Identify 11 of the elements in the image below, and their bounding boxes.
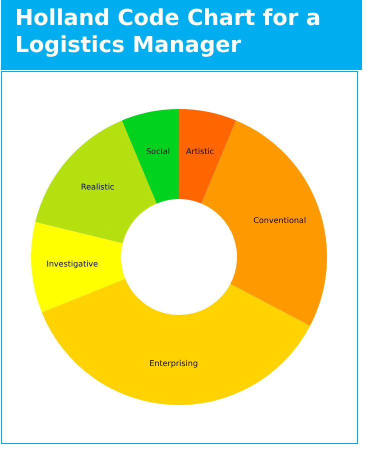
slice-label: Conventional	[253, 216, 306, 225]
slice-label: Social	[146, 147, 170, 156]
slice-label: Artistic	[186, 147, 214, 156]
slice-label: Realistic	[80, 182, 114, 192]
slice-label: Enterprising	[149, 358, 198, 368]
slice-label: Investigative	[46, 260, 98, 269]
donut-slice	[122, 109, 179, 204]
donut-slice	[179, 109, 236, 204]
chart-title: Holland Code Chart for a Logistics Manager	[15, 6, 321, 58]
donut-slice	[31, 222, 126, 312]
donut-slice	[42, 278, 310, 405]
